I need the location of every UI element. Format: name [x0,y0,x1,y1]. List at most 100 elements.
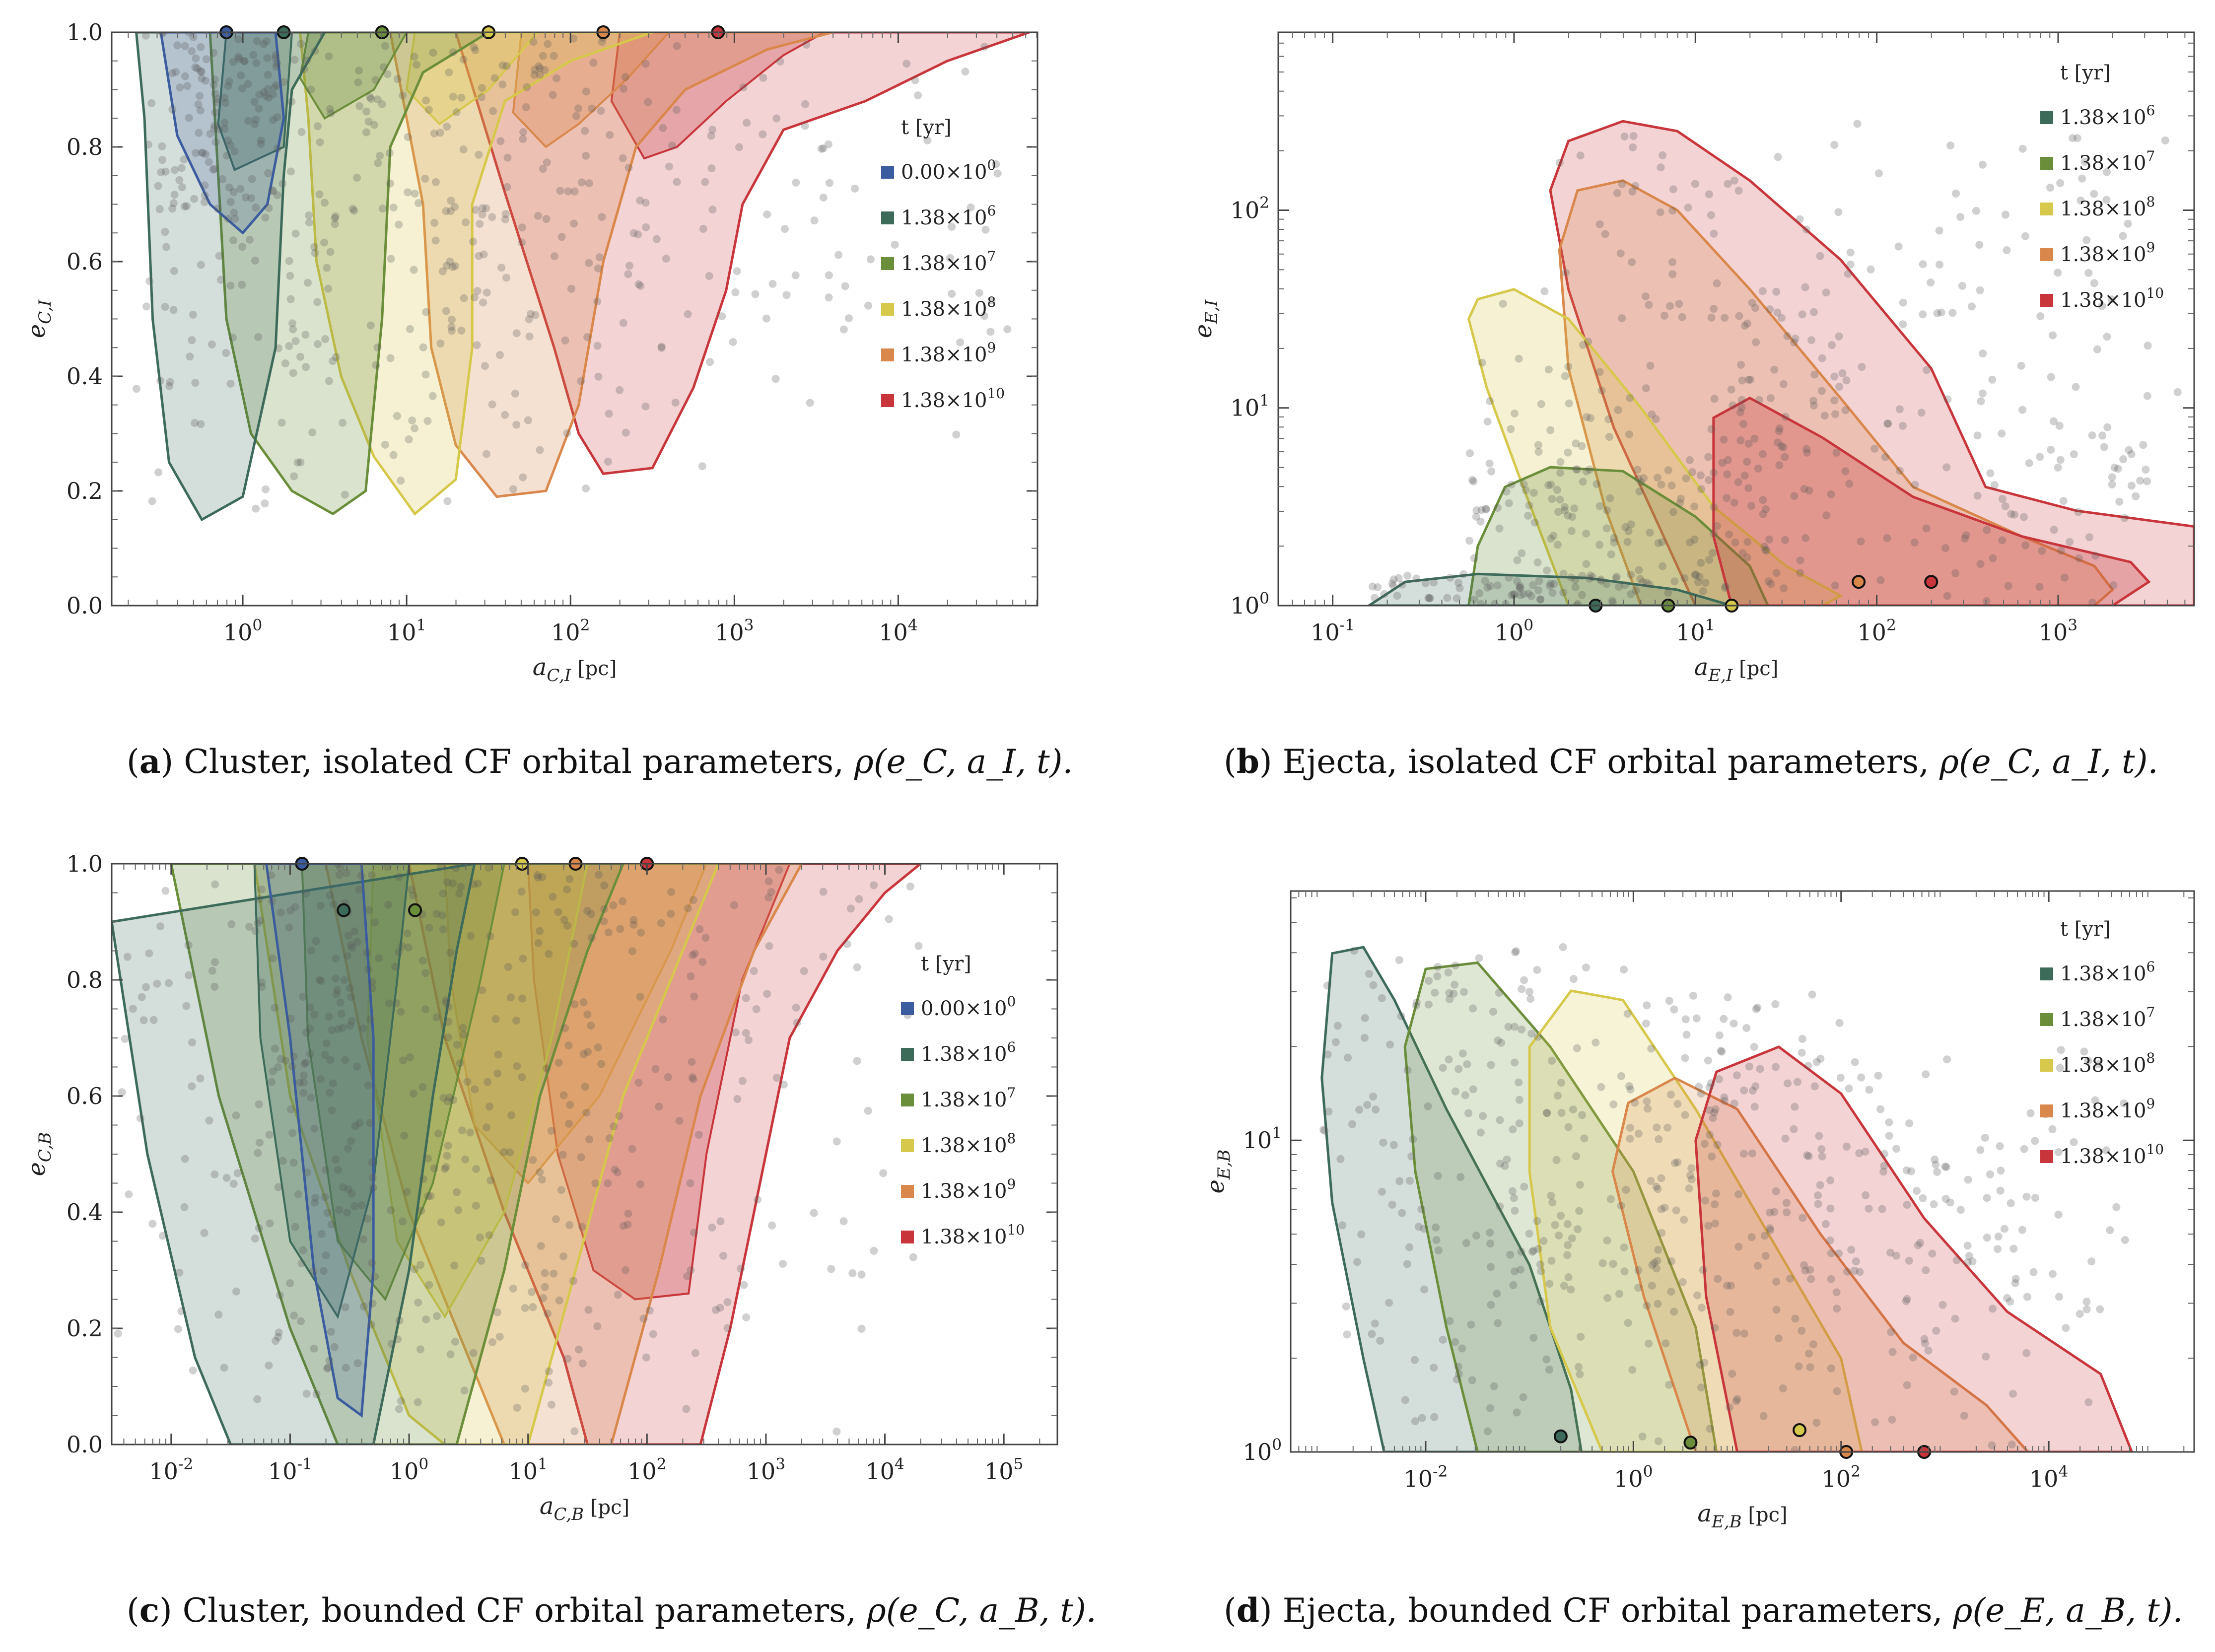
scatter-point [1636,575,1645,583]
plot-frame-b [1277,31,2195,607]
scatter-point [1941,544,1950,552]
scatter-point [1815,1132,1823,1140]
scatter-point [834,251,843,259]
scatter-point [211,958,219,966]
legend-title: t [yr] [2060,918,2111,941]
scatter-point [1693,1291,1702,1300]
scatter-point [258,983,266,991]
scatter-point [506,1148,514,1157]
legend-swatch [881,257,894,270]
scatter-point [226,380,235,388]
scatter-point [1385,1299,1393,1307]
scatter-point [1686,1171,1694,1179]
plot-area-a [132,32,1030,522]
scatter-point [1620,1243,1628,1251]
scatter-point [201,181,209,190]
scatter-point [1569,975,1578,983]
scatter-point [2100,443,2108,451]
scatter-point [1956,213,1965,221]
scatter-point [421,969,430,977]
scatter-point [1661,1339,1670,1348]
scatter-point [1524,511,1532,520]
scatter-point [556,187,564,195]
scatter-point [1407,1152,1416,1161]
scatter-point [733,267,741,275]
scatter-point [473,287,482,295]
scatter-point [230,147,239,156]
scatter-point [1798,1034,1806,1043]
scatter-point [313,298,322,306]
scatter-point [478,986,486,994]
scatter-point [237,71,245,79]
scatter-point [565,1119,573,1128]
scatter-point [188,47,196,56]
scatter-point [1942,463,1951,472]
scatter-point [1850,1266,1859,1275]
legend-d: t [yr]1.38×1061.38×1071.38×1081.38×1091.… [2040,918,2164,1168]
scatter-point [1730,176,1738,185]
scatter-point [1487,1061,1495,1069]
scatter-point [1505,573,1513,582]
scatter-point [425,923,433,932]
scatter-point [1527,1030,1536,1038]
scatter-point [771,375,780,383]
scatter-point [416,1261,425,1269]
scatter-point [1559,588,1568,597]
scatter-point [1323,981,1331,990]
scatter-point [1977,397,1985,406]
scatter-point [446,949,455,957]
scatter-point [567,284,575,293]
scatter-point [594,264,602,273]
scatter-point [574,1345,583,1354]
scatter-point [1405,1243,1414,1251]
scatter-point [305,211,313,219]
scatter-point [1781,536,1790,544]
scatter-point [1470,554,1478,562]
scatter-point [447,323,456,331]
scatter-point [564,187,572,196]
scatter-point [689,1075,697,1084]
scatter-point [463,1078,472,1086]
scatter-point [432,1312,441,1320]
scatter-point [1549,532,1558,540]
scatter-point [2054,1148,2063,1157]
scatter-point [1598,1259,1607,1267]
scatter-point [518,994,527,1003]
scatter-point [1775,427,1783,435]
scatter-point [1496,1116,1504,1124]
scatter-point [269,187,277,196]
scatter-point [1696,471,1705,480]
scatter-point [1537,400,1545,409]
scatter-point [1625,1082,1634,1091]
scatter-point [2088,599,2097,606]
scatter-point [1643,1302,1651,1310]
scatter-point [561,336,569,344]
scatter-point [733,1095,742,1103]
scatter-point [570,1427,579,1436]
scatter-point [310,1011,319,1019]
scatter-point [199,148,207,157]
x-tick-label: 102 [1857,616,1896,646]
scatter-point [161,302,169,311]
scatter-point [1761,1251,1770,1260]
scatter-point [1606,494,1614,502]
scatter-point [2057,547,2065,555]
scatter-point [359,1303,368,1311]
scatter-point [1733,1395,1741,1403]
region-d-0 [1320,946,1583,1452]
scatter-point [404,943,413,952]
scatter-point [1743,538,1752,546]
scatter-point [621,73,629,81]
scatter-point [1634,475,1643,483]
scatter-point [453,1188,461,1196]
scatter-point [1807,336,1816,344]
scatter-point [1951,569,1960,577]
scatter-point [1830,396,1839,405]
x-tick-label: 105 [984,1455,1023,1485]
scatter-point [572,112,580,120]
scatter-point [504,963,512,971]
scatter-point [194,100,203,109]
scatter-point [225,183,233,192]
scatter-point [754,1195,762,1204]
scatter-point [1867,265,1875,274]
